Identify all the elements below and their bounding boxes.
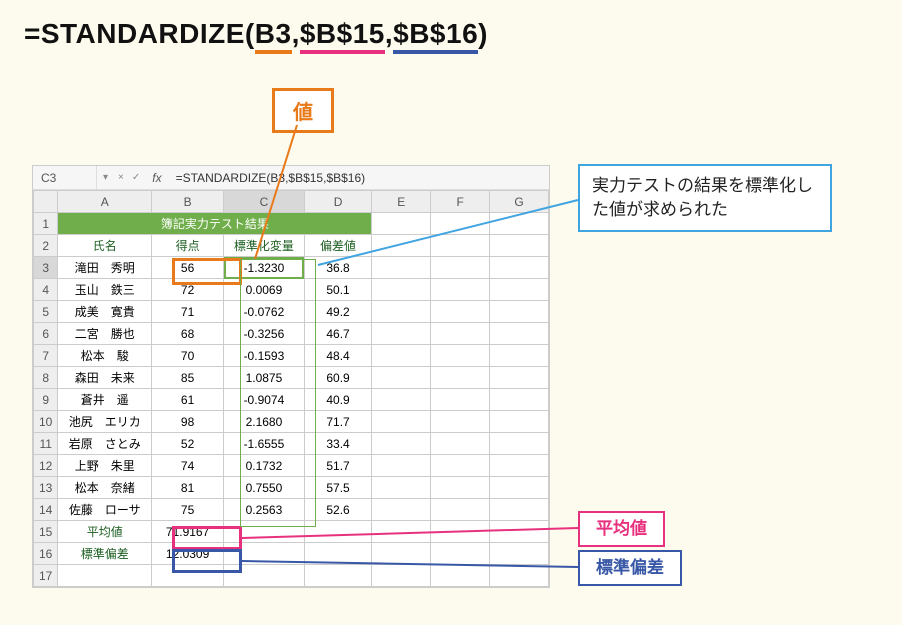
value-label-box: 値 — [272, 88, 334, 133]
name-box-dropdown-icon[interactable]: ▾ — [97, 172, 114, 183]
formula-display: =STANDARDIZE(B3,$B$15,$B$16) — [24, 18, 488, 50]
formula-prefix: =STANDARDIZE( — [24, 18, 255, 49]
fx-icon[interactable]: fx — [144, 171, 169, 185]
formula-input[interactable]: =STANDARDIZE(B3,$B$15,$B$16) — [170, 171, 549, 185]
callout-result: 実力テストの結果を標準化した値が求められた — [578, 164, 832, 232]
excel-window: C3 ▾ × ✓ fx =STANDARDIZE(B3,$B$15,$B$16)… — [32, 165, 550, 588]
spreadsheet[interactable]: ABCDEFG1簿記実力テスト結果2氏名得点標準化変量偏差値3滝田 秀明56-1… — [33, 190, 549, 587]
name-box[interactable]: C3 — [33, 166, 97, 189]
formula-arg1: B3 — [255, 18, 292, 54]
formula-arg2: $B$15 — [300, 18, 385, 54]
highlight-std — [172, 549, 242, 573]
formula-suffix: ) — [478, 18, 488, 49]
callout-mean: 平均値 — [578, 511, 665, 547]
highlight-mean — [172, 526, 242, 550]
cancel-icon[interactable]: × — [114, 172, 128, 183]
formula-bar: C3 ▾ × ✓ fx =STANDARDIZE(B3,$B$15,$B$16) — [33, 166, 549, 190]
highlight-b3 — [172, 258, 242, 285]
enter-icon[interactable]: ✓ — [128, 172, 144, 183]
formula-arg3: $B$16 — [393, 18, 478, 54]
callout-std: 標準偏差 — [578, 550, 682, 586]
